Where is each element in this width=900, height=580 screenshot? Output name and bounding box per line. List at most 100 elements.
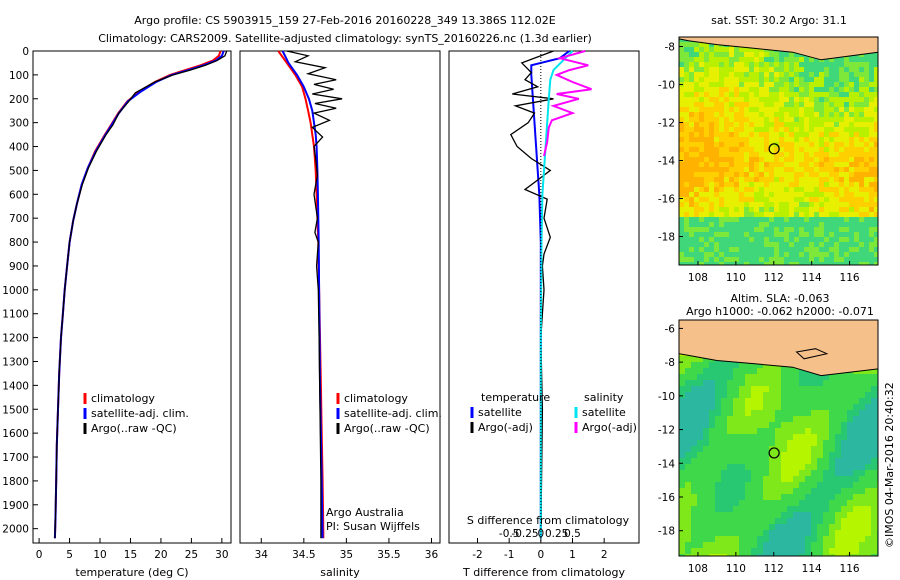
sst-map-cell xyxy=(819,222,825,228)
sst-map-cell xyxy=(724,47,730,53)
sst-map-cell xyxy=(799,152,805,158)
sla-map-cell xyxy=(697,434,704,441)
sla-map-cell xyxy=(853,458,860,465)
sst-map-cell xyxy=(764,237,770,243)
temperature-legend-title: temperature xyxy=(481,391,550,404)
sst-map-cell xyxy=(794,247,800,253)
sst-map-cell xyxy=(824,57,830,63)
sst-map-cell xyxy=(779,177,785,183)
sst-map-cell xyxy=(699,137,705,143)
sla-map-cell xyxy=(865,446,872,453)
sst-map-cell xyxy=(754,192,760,198)
sst-map-cell xyxy=(849,72,855,78)
sla-map-cell xyxy=(745,542,752,549)
sla-map-cell xyxy=(751,362,758,369)
sst-map-cell xyxy=(824,207,830,213)
sla-map-cell xyxy=(865,470,872,477)
sla-map-cell xyxy=(787,374,794,381)
sst-map-cell xyxy=(754,262,760,265)
sst-map-cell xyxy=(739,122,745,128)
sst-map-cell xyxy=(764,142,770,148)
sla-map-cell xyxy=(865,524,872,531)
sla-map-cell xyxy=(679,368,686,375)
sla-map-cell xyxy=(739,542,746,549)
sst-map-cell xyxy=(859,157,865,163)
sla-map-cell xyxy=(817,386,824,393)
sla-map-cell xyxy=(745,404,752,411)
sst-map-cell xyxy=(754,142,760,148)
sla-map-cell xyxy=(829,536,836,543)
sla-map-cell xyxy=(745,458,752,465)
sla-map-cell xyxy=(739,494,746,501)
difference-x-tick-label: 1 xyxy=(569,549,576,561)
sla-map-cell xyxy=(739,470,746,477)
sla-map-cell xyxy=(793,506,800,513)
sst-map-cell xyxy=(814,97,820,103)
sst-map-cell xyxy=(754,242,760,248)
sst-map-cell xyxy=(719,247,725,253)
sla-map-cell xyxy=(715,512,722,519)
sst-map-cell xyxy=(844,217,850,223)
sst-map-cell xyxy=(794,57,800,63)
sla-map-cell xyxy=(727,512,734,519)
sst-map-cell xyxy=(794,127,800,133)
sst-map-cell xyxy=(779,242,785,248)
sla-map-cell xyxy=(763,440,770,447)
sla-map-cell xyxy=(811,386,818,393)
sla-map-cell xyxy=(733,398,740,405)
sla-map-cell xyxy=(715,506,722,513)
sla-map-cell xyxy=(817,404,824,411)
sst-map-cell xyxy=(814,72,820,78)
sst-map-cell xyxy=(809,152,815,158)
sla-map-cell xyxy=(763,410,770,417)
sla-map-cell xyxy=(865,512,872,519)
sla-map-cell xyxy=(787,530,794,537)
sst-map-cell xyxy=(839,152,845,158)
sst-map-cell xyxy=(734,262,740,265)
sst-map-cell xyxy=(754,82,760,88)
sst-map-cell xyxy=(869,117,875,123)
sla-map-cell xyxy=(829,476,836,483)
sst-map-cell xyxy=(734,187,740,193)
sst-map-cell xyxy=(809,232,815,238)
sla-map-cell xyxy=(691,452,698,459)
sla-map-cell xyxy=(823,440,830,447)
sst-map-cell xyxy=(684,217,690,223)
sst-map-cell xyxy=(704,197,710,203)
sla-map-cell xyxy=(715,464,722,471)
sst-map-cell xyxy=(874,212,878,218)
sst-map-cell xyxy=(759,72,765,78)
sla-map-cell xyxy=(691,524,698,531)
salinity-x-axis-label: salinity xyxy=(320,566,360,579)
sst-map-cell xyxy=(779,112,785,118)
sst-map-cell xyxy=(829,172,835,178)
sla-map-cell xyxy=(733,500,740,507)
sla-map-cell xyxy=(853,542,860,549)
sla-map-cell xyxy=(787,434,794,441)
sla-map-cell xyxy=(793,368,800,375)
sla-map-cell xyxy=(757,374,764,381)
sla-map-cell xyxy=(745,422,752,429)
sst-map-cell xyxy=(819,87,825,93)
sla-map-cell xyxy=(733,392,740,399)
sst-map-cell xyxy=(734,162,740,168)
sla-map-cell xyxy=(775,380,782,387)
difference-x-tick-label: 2 xyxy=(601,549,608,561)
sst-map-cell xyxy=(824,177,830,183)
sla-map-cell xyxy=(709,476,716,483)
sla-map-cell xyxy=(835,494,842,501)
sla-map-cell xyxy=(787,458,794,465)
salinity-diff-tick-label: -0.25 xyxy=(511,528,538,540)
sla-map-cell xyxy=(787,488,794,495)
sla-map-cell xyxy=(679,524,686,531)
sst-map-cell xyxy=(749,262,755,265)
sst-map-lat-label: -8 xyxy=(665,42,675,54)
sla-map-cell xyxy=(679,422,686,429)
sst-map-cell xyxy=(829,57,835,63)
sst-map-cell xyxy=(779,92,785,98)
sst-map-cell xyxy=(839,217,845,223)
sst-map-cell xyxy=(679,62,685,68)
sla-map-cell xyxy=(691,374,698,381)
sst-map-cell xyxy=(739,112,745,118)
sst-map-cell xyxy=(789,62,795,68)
